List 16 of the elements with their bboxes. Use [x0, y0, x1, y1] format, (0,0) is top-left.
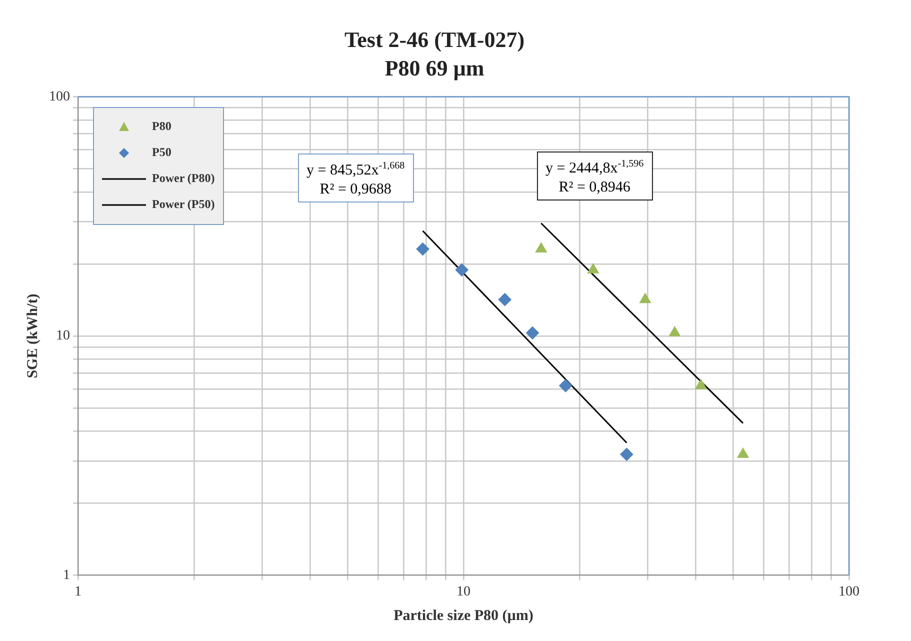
x-tick-label: 100 [838, 584, 860, 600]
x-axis-title: Particle size P80 (µm) [394, 608, 534, 624]
legend-label: P50 [152, 145, 172, 160]
legend-label: Power (P80) [152, 171, 215, 186]
chart-subtitle: P80 69 µm [384, 55, 484, 80]
x-tick-label: 1 [74, 584, 82, 600]
y-tick-label: 10 [56, 328, 70, 344]
annotation: y = 845,52x$^{-1,668}$ R² = 0,9688 [298, 154, 414, 203]
chart-title: Test 2-46 (TM-027) [344, 26, 525, 52]
legend-label: Power (P50) [152, 197, 215, 212]
annotation: y = 2444,8x$^{-1,596}$ R² = 0,8946 [536, 151, 653, 200]
x-tick-label: 10 [456, 584, 470, 600]
y-axis-title: SGE (kWh/t) [24, 294, 41, 378]
y-tick-label: 1 [63, 568, 70, 583]
y-tick-label: 100 [49, 89, 70, 104]
legend-label: P80 [152, 119, 172, 134]
